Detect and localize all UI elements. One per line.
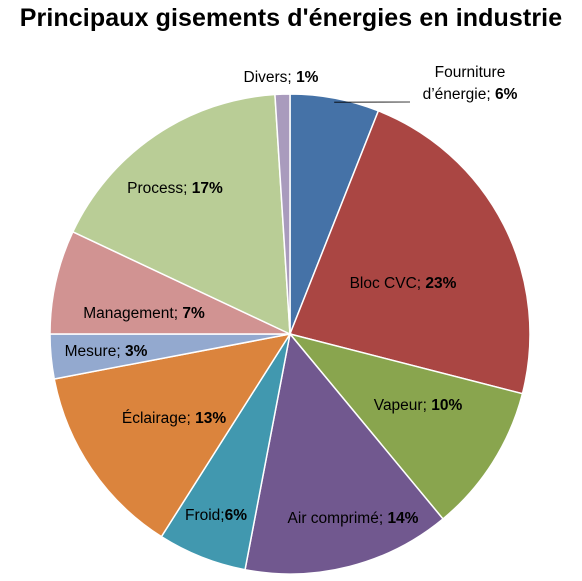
pie-slice-eclairage	[53, 332, 292, 538]
slice-label-mesure: Mesure; 3%	[65, 343, 148, 360]
pie-slice-air-comprime	[244, 332, 445, 575]
pie-slice-bloc-cvc	[288, 109, 531, 395]
slice-labels: Fourniture d’énergie; 6% Bloc CVC; 23% Vape…	[65, 64, 518, 527]
pie-slice-divers	[274, 93, 291, 335]
slice-label-eclairage: Éclairage; 13%	[122, 410, 226, 427]
slice-label-divers: Divers; 1%	[244, 69, 319, 86]
pie-slices	[49, 93, 531, 575]
slice-label-management: Management; 7%	[83, 305, 205, 322]
slice-label-fourniture-d-energie: Fourniture d’énergie; 6%	[423, 64, 518, 103]
slice-label-bloc-cvc: Bloc CVC; 23%	[350, 275, 457, 292]
pie-slice-vapeur	[287, 332, 524, 520]
slice-label-process: Process; 17%	[127, 180, 223, 197]
slice-label-froid: Froid;6%	[185, 507, 247, 524]
slice-label-vapeur: Vapeur; 10%	[374, 397, 463, 414]
pie-slice-management	[49, 230, 291, 335]
slice-label-air-comprime: Air comprimé; 14%	[288, 510, 419, 527]
chart-title: Principaux gisements d'énergies en indus…	[19, 4, 563, 32]
pie-slice-process	[71, 93, 291, 336]
